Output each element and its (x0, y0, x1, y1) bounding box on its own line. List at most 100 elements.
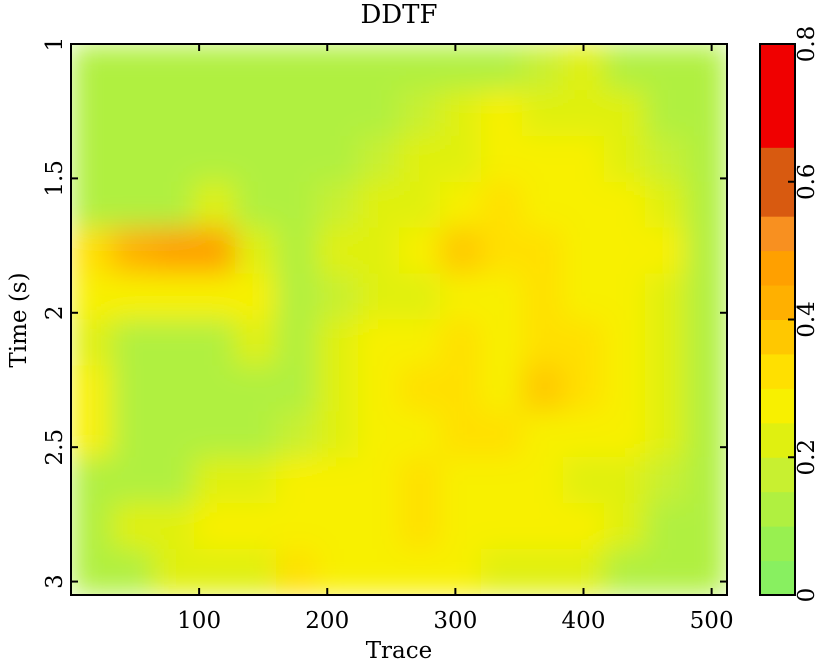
heatmap-cell (358, 273, 400, 320)
colorbar-swatch (760, 147, 795, 183)
colorbar-tick-label: 0.2 (794, 439, 820, 476)
heatmap-cell (645, 181, 687, 229)
heatmap-cell (153, 227, 195, 275)
heatmap-cell (153, 549, 195, 595)
heatmap-cell (440, 273, 482, 320)
heatmap-cell (604, 135, 646, 183)
heatmap-cell (71, 227, 113, 275)
heatmap-cell (112, 457, 154, 504)
heatmap-cell (686, 319, 727, 366)
heatmap-cell (399, 457, 441, 504)
heatmap-cell (481, 135, 523, 183)
heatmap-cell (317, 457, 359, 504)
heatmap-cell (563, 181, 605, 229)
heatmap-cell (645, 135, 687, 183)
heatmap-cell (317, 135, 359, 183)
heatmap-cell (235, 89, 277, 137)
heatmap-cell (112, 89, 154, 137)
heatmap-cell (440, 503, 482, 550)
colorbar-swatch (760, 78, 795, 114)
heatmap-cell (358, 319, 400, 366)
heatmap-cell (71, 365, 113, 412)
heatmap-cell (235, 503, 277, 550)
heatmap-cell (522, 503, 564, 550)
heatmap-cell (522, 135, 564, 183)
heatmap-cell (317, 319, 359, 366)
heatmap-cell (522, 273, 564, 320)
heatmap-cell (194, 181, 236, 229)
heatmap-clip (71, 44, 727, 595)
heatmap-cell (317, 273, 359, 320)
colorbar-swatch (760, 319, 795, 355)
heatmap-cell (481, 457, 523, 504)
y-tick-label: 1.5 (42, 160, 68, 197)
y-tick-label: 3 (42, 574, 68, 589)
heatmap-cell (399, 503, 441, 550)
heatmap-cell (276, 411, 318, 458)
heatmap-cell (440, 457, 482, 504)
heatmap-cell (153, 503, 195, 550)
heatmap-cell (399, 44, 441, 91)
heatmap-cell (276, 135, 318, 183)
heatmap-cell (399, 549, 441, 595)
heatmap-cell (522, 549, 564, 595)
heatmap-cell (645, 411, 687, 458)
heatmap-cell (399, 365, 441, 412)
heatmap-cell (440, 89, 482, 137)
colorbar-swatch (760, 491, 795, 527)
x-tick-label: 500 (690, 608, 734, 634)
heatmap-cell (235, 457, 277, 504)
heatmap-cell (317, 181, 359, 229)
heatmap-cell (358, 457, 400, 504)
heatmap-cell (276, 44, 318, 91)
heatmap-cell (645, 44, 687, 91)
heatmap-cell (153, 181, 195, 229)
heatmap-cell (440, 135, 482, 183)
heatmap-cell (235, 44, 277, 91)
heatmap-cell (481, 44, 523, 91)
y-tick-label: 2 (42, 305, 68, 320)
heatmap-cell (686, 227, 727, 275)
heatmap-cell (563, 319, 605, 366)
x-tick-label: 200 (305, 608, 349, 634)
heatmap-cell (112, 549, 154, 595)
heatmap-cell (440, 549, 482, 595)
heatmap-cell (522, 365, 564, 412)
heatmap-cell (112, 273, 154, 320)
x-axis-label: Trace (366, 638, 433, 662)
colorbar-swatch (760, 353, 795, 389)
heatmap-cell (153, 273, 195, 320)
heatmap-cell (235, 135, 277, 183)
heatmap-cell (481, 319, 523, 366)
heatmap-cell (71, 89, 113, 137)
heatmap-cell (235, 227, 277, 275)
heatmap-cell (563, 273, 605, 320)
heatmap-cell (112, 411, 154, 458)
heatmap-cell (481, 227, 523, 275)
heatmap-cell (522, 44, 564, 91)
heatmap-cell (522, 457, 564, 504)
heatmap-cell (317, 89, 359, 137)
heatmap-cell (563, 89, 605, 137)
heatmap-cell (358, 89, 400, 137)
heatmap-cell (604, 273, 646, 320)
heatmap-cell (440, 44, 482, 91)
heatmap-cell (604, 181, 646, 229)
heatmap-cell (71, 181, 113, 229)
heatmap-cell (235, 411, 277, 458)
colorbar-tick-label: 0.4 (794, 301, 820, 338)
heatmap-cell (481, 365, 523, 412)
axes: 100 200 300 400 500 1 1.5 2 2.5 3 0 0.2 0.4 0.6 0.8 (42, 26, 820, 634)
heatmap-cell (71, 44, 113, 91)
heatmap-cell (112, 365, 154, 412)
heatmap-cell (399, 411, 441, 458)
heatmap-cell (153, 319, 195, 366)
heatmap-cell (358, 227, 400, 275)
heatmap-cell (194, 457, 236, 504)
heatmap-cell (276, 273, 318, 320)
heatmap-cell (71, 549, 113, 595)
heatmap-cell (358, 365, 400, 412)
heatmap-cell (645, 549, 687, 595)
heatmap-cell (686, 549, 727, 595)
